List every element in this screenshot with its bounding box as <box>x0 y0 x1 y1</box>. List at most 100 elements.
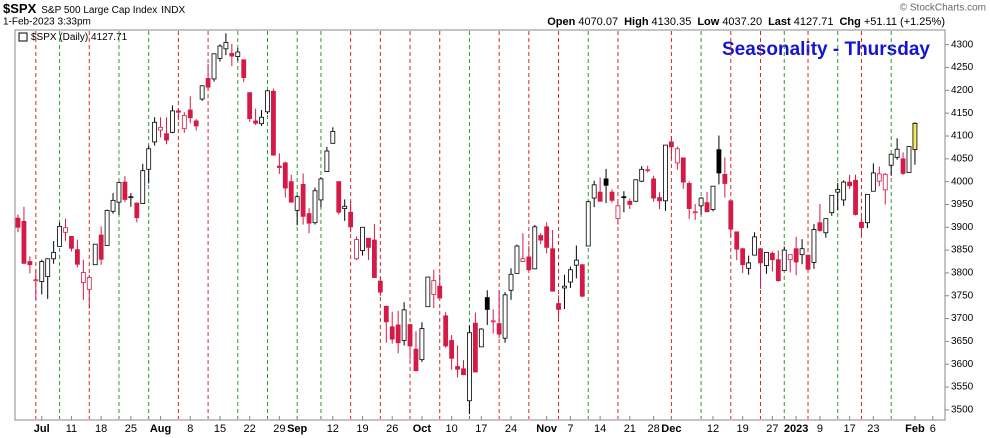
candle-body <box>568 269 573 283</box>
y-tick-label: 3850 <box>951 245 974 256</box>
candle-body <box>876 173 882 182</box>
candle-body <box>746 262 752 269</box>
candle-body <box>294 196 300 211</box>
candle-body <box>437 285 443 299</box>
candle-body <box>556 303 561 310</box>
stat-label: Low <box>697 16 719 28</box>
candle-body <box>128 196 134 199</box>
stat-value: 4130.35 <box>652 16 692 28</box>
candle-body <box>312 190 318 224</box>
stat-label: Chg <box>839 16 860 28</box>
candle-body <box>413 348 419 372</box>
candle-body <box>645 169 651 172</box>
candle-body <box>674 148 680 164</box>
stat-label: Last <box>768 16 791 28</box>
candle-body <box>484 297 490 310</box>
x-tick-label: 14 <box>594 423 606 435</box>
candle-body <box>395 324 401 344</box>
candle-body <box>449 340 455 359</box>
candle-body <box>888 153 894 166</box>
candle-body <box>686 183 692 209</box>
candle-body <box>461 368 466 376</box>
candle-body <box>787 254 793 261</box>
y-tick-label: 3600 <box>951 359 974 370</box>
candle-body <box>158 126 163 131</box>
candle-body <box>698 197 704 207</box>
y-tick-label: 3750 <box>951 290 974 301</box>
candle-body <box>116 182 122 203</box>
candle-body <box>764 251 769 267</box>
candle-body <box>223 42 229 50</box>
x-tick-label: 10 <box>445 423 457 435</box>
candle-body <box>859 221 864 229</box>
x-tick-label: 15 <box>214 423 226 435</box>
candle-body <box>847 181 852 187</box>
chart-title: Seasonality - Thursday <box>722 39 930 60</box>
candle-body <box>383 305 389 323</box>
x-tick-label: Jul <box>34 423 50 435</box>
y-tick-label: 4050 <box>951 153 974 164</box>
candle-body <box>336 181 342 213</box>
candle-body <box>253 120 259 124</box>
y-tick-label: 4300 <box>951 39 974 50</box>
x-tick-label: 27 <box>766 423 778 435</box>
candle-body <box>752 236 757 256</box>
y-tick-label: 3700 <box>951 313 974 324</box>
candle-body <box>324 150 330 172</box>
candle-body <box>33 279 39 282</box>
candle-body <box>585 201 591 247</box>
candle-body <box>704 202 710 213</box>
x-tick-label: 22 <box>244 423 256 435</box>
x-tick-label: 23 <box>867 423 879 435</box>
candle-body <box>211 53 217 80</box>
stat-label: High <box>624 16 649 28</box>
x-tick-label: 11 <box>66 423 77 435</box>
candle-body <box>69 236 74 249</box>
candle-body <box>57 225 62 247</box>
candle-body <box>45 258 51 277</box>
candle-body <box>621 196 627 199</box>
candle-body <box>63 227 68 233</box>
candle-body <box>520 258 526 262</box>
candle-body <box>247 92 253 120</box>
candle-body <box>853 179 858 215</box>
candle-body <box>758 248 763 264</box>
candle-body <box>425 276 431 308</box>
x-tick-label: 21 <box>624 423 636 435</box>
index-name: S&P 500 Large Cap Index <box>41 5 157 16</box>
candle-body <box>92 243 98 266</box>
candle-body <box>609 191 615 201</box>
candle-body <box>205 78 211 88</box>
y-tick-label: 3650 <box>951 336 974 347</box>
candle-body <box>502 294 508 339</box>
candle-body <box>799 248 805 256</box>
y-tick-label: 3950 <box>951 199 974 210</box>
candle-body <box>906 146 912 173</box>
candle-body <box>829 194 835 214</box>
candle-body <box>407 324 413 347</box>
x-tick-label: 7 <box>567 423 573 435</box>
candle-body <box>912 122 918 151</box>
candle-body <box>467 332 472 402</box>
candle-body <box>419 328 425 361</box>
candle-body <box>478 328 484 348</box>
candle-body <box>841 181 847 201</box>
candle-body <box>710 185 716 210</box>
stat-value: 4037.20 <box>722 16 762 28</box>
candle-body <box>235 51 241 57</box>
candle-body <box>104 209 110 246</box>
x-tick-label: 28 <box>647 423 659 435</box>
candle-body <box>377 280 383 293</box>
candle-body <box>152 121 158 143</box>
candle-body <box>288 181 294 203</box>
candle-body <box>300 183 306 217</box>
candle-body <box>51 251 57 260</box>
candle-body <box>811 229 817 263</box>
candle-body <box>86 277 92 290</box>
candle-body <box>550 248 555 292</box>
x-tick-label: 6 <box>930 423 936 435</box>
candle-body <box>823 218 829 234</box>
candle-body <box>229 52 235 57</box>
